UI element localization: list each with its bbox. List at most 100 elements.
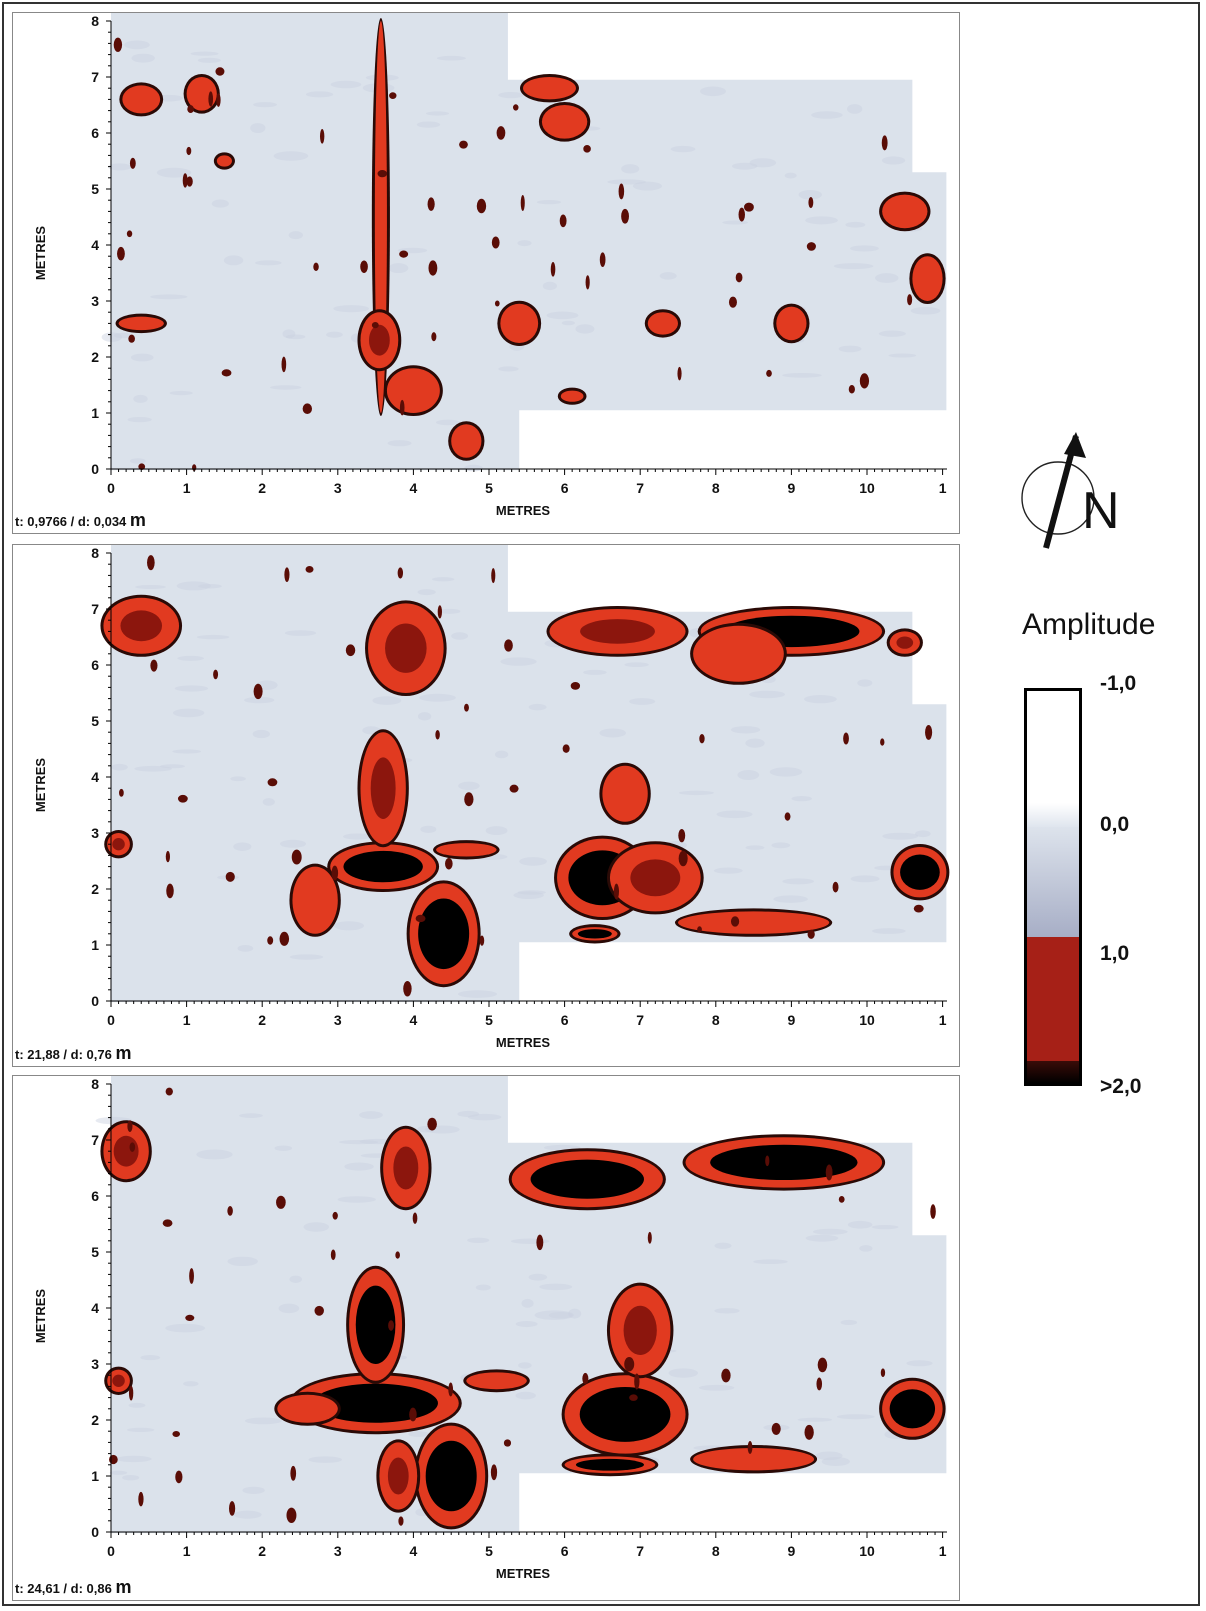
anomaly-speck	[570, 681, 581, 690]
anomaly	[118, 316, 164, 331]
legend-band-fade	[1027, 803, 1079, 827]
anomaly-speck	[412, 1212, 418, 1224]
texture-mark	[882, 832, 919, 840]
anomaly-speck	[276, 1195, 286, 1209]
x-tick-label: 0	[107, 1543, 115, 1559]
anomaly-speck	[744, 202, 754, 212]
anomaly-speck	[427, 197, 435, 211]
panel-3-plot: 0 1 2 3 4 5 6 7 8 0 1 2 3 4 5 6 7 8 9 10 1 METRES METRES	[33, 1076, 947, 1581]
panel-1-plot: 0 1 2 3 4 5 6 7 8 0 1 2 3 4 5 6 7 8 9 10 1 METRES METRES	[33, 13, 947, 518]
anomaly-speck	[735, 272, 743, 283]
texture-mark	[289, 954, 324, 960]
x-tick-label: 6	[561, 480, 569, 496]
anomaly-speck	[397, 567, 404, 579]
texture-mark	[196, 634, 230, 640]
texture-mark	[583, 669, 607, 675]
anomaly-core	[387, 1457, 409, 1495]
texture-mark	[833, 263, 874, 270]
y-tick-label: 0	[91, 1524, 99, 1540]
texture-mark	[289, 1275, 303, 1284]
anomaly-speck	[621, 208, 629, 224]
texture-mark	[659, 272, 677, 280]
texture-mark	[330, 80, 362, 89]
texture-mark	[233, 842, 252, 851]
y-tick-label: 0	[91, 993, 99, 1009]
anomaly	[602, 765, 648, 822]
panel-3-caption-unit: m	[115, 1577, 132, 1597]
anomaly-speck	[267, 778, 278, 787]
texture-mark	[859, 1245, 873, 1252]
texture-mark	[871, 1224, 899, 1230]
anomaly-speck	[117, 246, 125, 261]
anomaly-speck	[126, 230, 133, 238]
anomaly-speck	[880, 1368, 886, 1378]
x-axis-label: METRES	[496, 1566, 551, 1581]
anomaly-speck	[165, 1087, 173, 1096]
anomaly-strong	[889, 1389, 936, 1429]
texture-mark	[510, 1238, 550, 1244]
texture-mark	[122, 1475, 140, 1481]
texture-mark	[906, 1360, 933, 1367]
x-tick-label: 6	[561, 1543, 569, 1559]
texture-mark	[797, 1417, 833, 1422]
texture-mark	[621, 164, 640, 174]
legend-label-one: 1,0	[1100, 942, 1130, 965]
texture-mark	[467, 1113, 502, 1121]
anomaly-speck	[838, 1195, 845, 1203]
texture-mark	[850, 875, 880, 883]
texture-mark	[753, 1259, 788, 1265]
texture-mark	[227, 1256, 258, 1267]
panel-2-caption-text: t: 21,88 / d: 0,76	[15, 1047, 112, 1062]
anomaly-speck	[550, 261, 556, 277]
anomaly-speck	[504, 639, 513, 652]
texture-mark	[875, 273, 899, 283]
texture-mark	[177, 655, 204, 661]
x-tick-label: 1	[183, 1543, 191, 1559]
anomaly-speck	[880, 738, 885, 746]
anomaly-speck	[428, 260, 438, 276]
anomaly-speck	[186, 146, 192, 156]
survey-area	[111, 13, 947, 471]
anomaly-speck	[496, 126, 506, 140]
texture-mark	[126, 1427, 155, 1433]
anomaly-speck	[808, 196, 814, 209]
y-tick-label: 8	[91, 1076, 99, 1092]
texture-mark	[107, 163, 132, 171]
anomaly-speck	[377, 169, 388, 178]
texture-mark	[156, 167, 192, 178]
texture-mark	[387, 440, 412, 447]
anomaly-strong	[577, 929, 612, 939]
anomaly	[912, 256, 943, 301]
texture-mark	[337, 1196, 376, 1203]
y-axis-label: METRES	[33, 226, 48, 281]
texture-mark	[528, 703, 547, 711]
anomaly-speck	[771, 1422, 781, 1435]
y-tick-label: 3	[91, 1356, 99, 1372]
texture-mark	[536, 200, 562, 205]
texture-mark	[127, 416, 152, 423]
anomaly-speck	[807, 929, 815, 939]
texture-mark	[700, 86, 726, 97]
anomaly-speck	[585, 275, 590, 290]
texture-mark	[116, 1455, 152, 1463]
texture-mark	[333, 305, 370, 313]
anomaly-speck	[913, 904, 924, 913]
texture-mark	[278, 1303, 300, 1314]
texture-mark	[128, 1402, 146, 1408]
anomaly-core	[370, 757, 396, 819]
y-tick-label: 4	[91, 237, 99, 253]
y-tick-label: 2	[91, 1412, 99, 1428]
x-tick-label: 4	[410, 480, 418, 496]
y-axis-label: METRES	[33, 1289, 48, 1344]
anomaly-speck	[699, 734, 705, 744]
texture-mark	[722, 220, 749, 225]
texture-mark	[845, 221, 866, 228]
texture-mark	[498, 91, 524, 99]
y-tick-label: 2	[91, 349, 99, 365]
texture-mark	[150, 294, 188, 300]
texture-mark	[599, 728, 627, 738]
anomaly-core	[896, 636, 914, 649]
anomaly-speck	[678, 850, 688, 867]
x-tick-label: 3	[334, 1012, 342, 1028]
y-tick-label: 3	[91, 825, 99, 841]
